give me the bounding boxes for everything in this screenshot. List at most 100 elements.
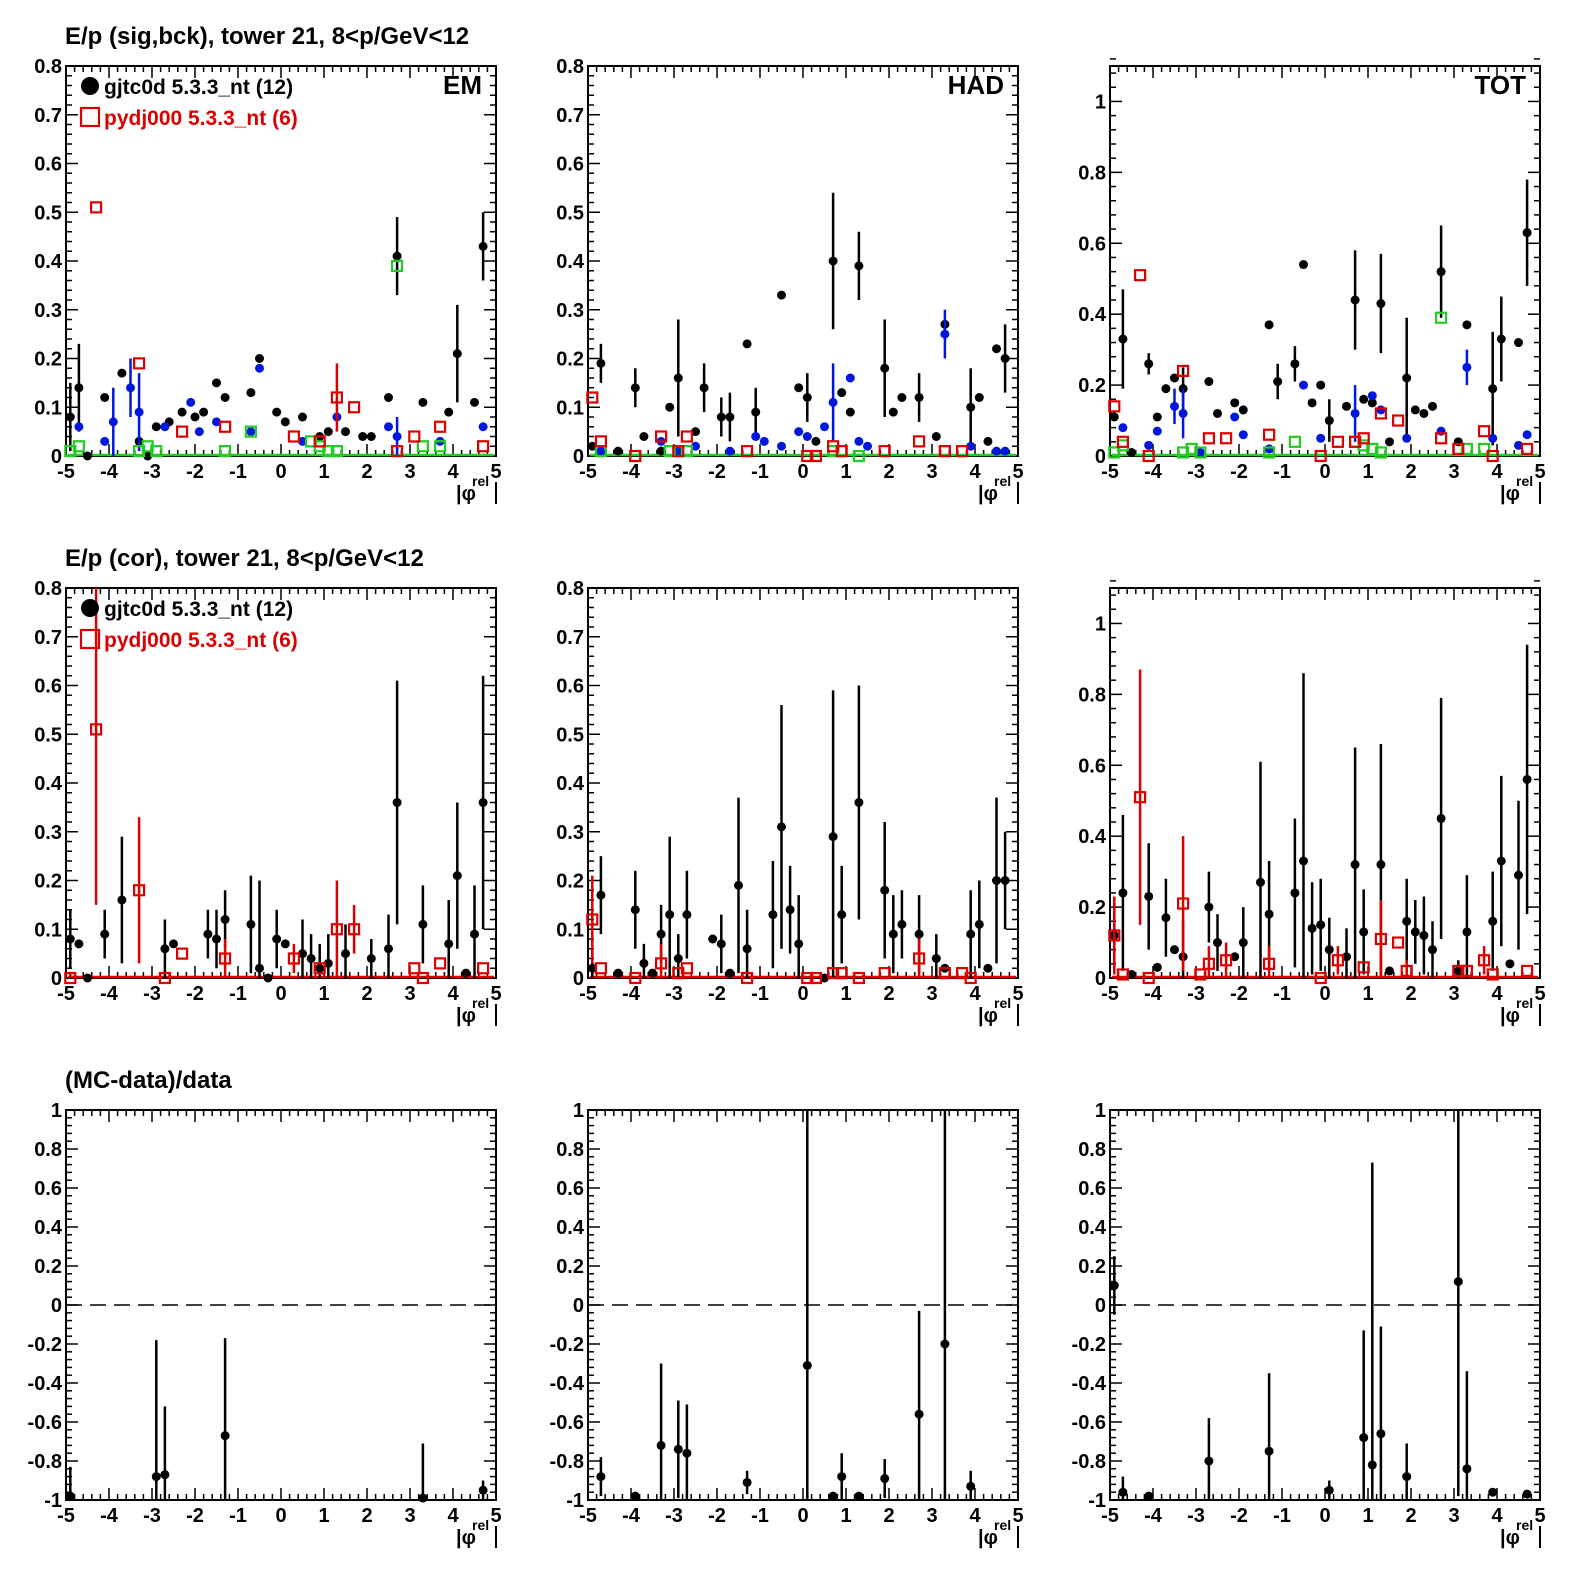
data-point xyxy=(366,432,376,441)
data-point xyxy=(418,1493,428,1503)
data-point xyxy=(586,391,599,404)
data-point xyxy=(1144,1491,1154,1501)
y-axis: -1 -0.8 -0.6 -0.4 -0.2 0 0.2 0.4 0.6 0.8 1 xyxy=(28,1100,496,1512)
data-point xyxy=(1299,260,1308,270)
data-point xyxy=(740,971,754,985)
data-point xyxy=(434,440,447,453)
x-tick-label: 2 xyxy=(361,461,372,483)
data-point xyxy=(630,383,640,393)
data-point xyxy=(1434,432,1448,445)
data-point xyxy=(434,420,447,433)
data-point xyxy=(330,923,343,936)
data-point xyxy=(1176,446,1190,459)
y-tick-label: 0.6 xyxy=(556,676,584,698)
data-point xyxy=(384,422,393,432)
data-point xyxy=(408,962,421,975)
x-tick-label: -3 xyxy=(665,461,683,483)
data-point xyxy=(1307,398,1317,408)
y-tick-label: 0.5 xyxy=(34,724,62,746)
data-point xyxy=(117,368,127,378)
y-tick-label: 0.3 xyxy=(556,822,584,844)
data-point xyxy=(65,1491,75,1501)
data-point xyxy=(716,412,726,422)
data-point xyxy=(391,445,404,458)
series-black xyxy=(587,192,1010,456)
x-tick-label: 2 xyxy=(883,983,894,1005)
data-point xyxy=(74,422,84,432)
x-tick-label: -1 xyxy=(229,983,247,1005)
data-point xyxy=(416,971,429,985)
y-tick-label: 0.4 xyxy=(556,251,585,273)
y-tick-label: 0.8 xyxy=(1078,162,1106,184)
data-point xyxy=(837,1472,847,1482)
data-point xyxy=(1486,968,1499,981)
data-point xyxy=(1133,791,1147,804)
data-point xyxy=(680,445,694,458)
data-point xyxy=(820,422,829,432)
data-point xyxy=(313,435,326,448)
series-black xyxy=(587,685,1010,983)
data-point xyxy=(1367,391,1377,401)
x-axis-label: |φ xyxy=(1500,483,1520,505)
data-point xyxy=(203,929,213,939)
data-point xyxy=(1385,437,1394,447)
data-point xyxy=(1152,426,1162,436)
x-tick-label: 3 xyxy=(404,461,415,483)
x-tick-label: 3 xyxy=(926,1505,937,1527)
data-point xyxy=(897,393,907,402)
y-tick-label: 0.1 xyxy=(556,397,584,419)
data-point xyxy=(477,962,490,975)
data-point xyxy=(596,890,606,900)
data-point xyxy=(1374,446,1388,459)
data-point xyxy=(596,446,606,456)
data-point xyxy=(1376,299,1386,309)
data-point xyxy=(391,259,404,272)
data-point xyxy=(794,939,804,949)
data-point xyxy=(863,441,872,451)
data-point xyxy=(1462,362,1472,372)
data-point xyxy=(1118,888,1128,898)
data-point xyxy=(1348,435,1362,448)
y-axis: 0 0.1 0.2 0.3 0.4 0.5 0.6 0.7 0.8 xyxy=(34,578,496,990)
y-tick-label: 0 xyxy=(51,1295,62,1317)
data-point xyxy=(160,944,170,954)
y-tick-label: 0.8 xyxy=(556,1139,584,1161)
data-point xyxy=(470,929,479,939)
data-point xyxy=(1359,1433,1369,1443)
data-point xyxy=(699,383,709,393)
data-point xyxy=(1462,927,1472,937)
data-point xyxy=(1436,813,1446,823)
data-point xyxy=(1357,432,1370,445)
y-axis: -1 -0.8 -0.6 -0.4 -0.2 0 0.2 0.4 0.6 0.8 1 xyxy=(550,1100,1018,1512)
data-point xyxy=(1514,338,1523,348)
x-tick-label: -1 xyxy=(751,461,769,483)
data-point xyxy=(594,962,608,975)
data-point xyxy=(931,954,941,963)
y-tick-label: -0.4 xyxy=(28,1373,63,1395)
y-tick-label: 0 xyxy=(1095,968,1106,990)
data-point xyxy=(966,402,976,412)
data-point xyxy=(1161,913,1171,923)
data-point xyxy=(478,1485,488,1495)
data-point xyxy=(1522,1489,1532,1499)
data-point xyxy=(1118,1487,1128,1497)
x-axis-label-sup: rel xyxy=(994,995,1011,1011)
data-point xyxy=(186,397,196,407)
y-tick-label: 1 xyxy=(1095,613,1106,635)
x-tick-label: -5 xyxy=(57,983,75,1005)
x-tick-label: 4 xyxy=(1491,1505,1503,1527)
x-tick-label: -4 xyxy=(622,461,641,483)
y-axis: 0 0.2 0.4 0.6 0.8 1 xyxy=(1078,58,1540,468)
data-point xyxy=(1460,964,1474,978)
x-tick-label: -3 xyxy=(143,983,161,1005)
data-point xyxy=(1374,407,1388,420)
data-point xyxy=(1402,373,1412,383)
x-tick-label: 3 xyxy=(1448,461,1459,483)
x-tick-label: 5 xyxy=(490,983,501,1005)
x-tick-label: -1 xyxy=(229,1505,247,1527)
data-point xyxy=(835,967,848,980)
y-tick-label: 0.4 xyxy=(556,1217,585,1239)
y-tick-label: 0.3 xyxy=(34,822,62,844)
